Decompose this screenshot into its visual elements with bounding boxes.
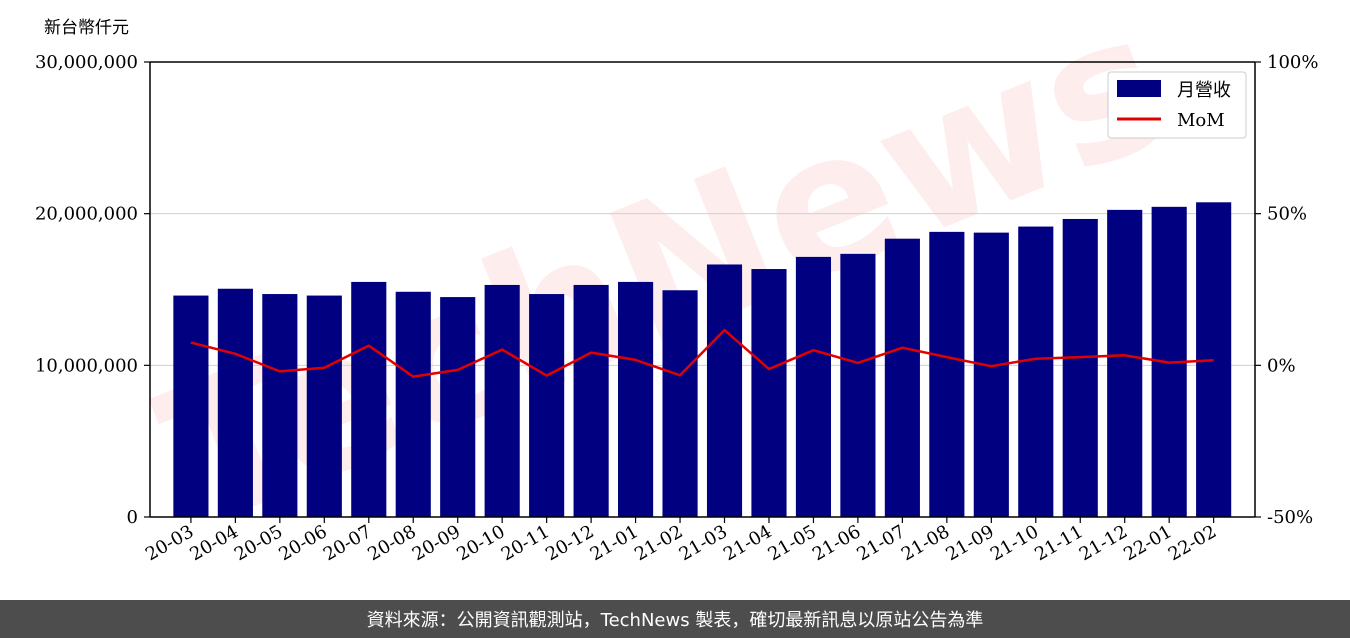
legend-bar-swatch bbox=[1117, 80, 1161, 97]
bar bbox=[973, 232, 1009, 517]
x-tick-label: 21-03 bbox=[676, 521, 731, 565]
x-tick-label: 21-09 bbox=[942, 521, 997, 565]
bar bbox=[618, 281, 654, 517]
y-right-tick-label: 50% bbox=[1267, 204, 1307, 225]
legend-label-mom: MoM bbox=[1177, 110, 1225, 131]
x-tick-label: 20-03 bbox=[142, 521, 197, 565]
x-tick-label: 21-02 bbox=[631, 521, 686, 565]
y-left-tick-label: 10,000,000 bbox=[35, 355, 138, 376]
x-tick-label: 21-08 bbox=[898, 521, 953, 565]
bar bbox=[1062, 218, 1098, 517]
revenue-chart: TechNews 010,000,00020,000,00030,000,000… bbox=[35, 0, 1319, 570]
bar bbox=[884, 238, 920, 518]
bar bbox=[1107, 209, 1143, 517]
bar bbox=[484, 284, 520, 517]
x-tick-label: 20-09 bbox=[409, 521, 464, 565]
x-tick-label: 21-01 bbox=[587, 521, 642, 565]
y-left-tick-label: 0 bbox=[127, 507, 138, 528]
bar bbox=[751, 269, 787, 517]
x-tick-label: 22-01 bbox=[1120, 521, 1175, 565]
bar bbox=[929, 231, 965, 517]
bar bbox=[573, 284, 609, 517]
y-right-tick-label: 100% bbox=[1267, 52, 1318, 73]
legend: 月營收 MoM bbox=[1107, 71, 1247, 139]
y-left-tick-label: 30,000,000 bbox=[35, 52, 138, 73]
bar bbox=[351, 281, 387, 517]
bar bbox=[795, 256, 832, 517]
x-tick-label: 21-10 bbox=[987, 521, 1042, 565]
x-tick-label: 21-05 bbox=[765, 521, 820, 565]
source-footer: 資料來源：公開資訊觀測站，TechNews 製表，確切最新訊息以原站公告為準 bbox=[0, 600, 1350, 638]
bar bbox=[262, 294, 298, 517]
mom-line bbox=[190, 328, 1214, 378]
bar bbox=[217, 288, 253, 517]
x-tick-label: 21-11 bbox=[1031, 521, 1086, 565]
bar bbox=[173, 295, 209, 517]
legend-label-revenue: 月營收 bbox=[1177, 80, 1231, 101]
bar bbox=[1018, 226, 1054, 517]
y-left-tick-label: 20,000,000 bbox=[35, 204, 138, 225]
source-text: 資料來源：公開資訊觀測站，TechNews 製表，確切最新訊息以原站公告為準 bbox=[366, 610, 984, 631]
bar bbox=[662, 290, 698, 517]
y-right-tick-label: 0% bbox=[1267, 355, 1296, 376]
x-tick-label: 21-07 bbox=[853, 521, 908, 565]
bar bbox=[706, 264, 743, 517]
y-axis-unit-label: 新台幣仟元 bbox=[44, 18, 129, 38]
bar bbox=[840, 253, 876, 517]
x-tick-label: 21-04 bbox=[720, 521, 775, 565]
x-tick-label: 20-07 bbox=[320, 521, 375, 565]
x-tick-label: 21-06 bbox=[809, 521, 864, 565]
x-tick-label: 20-12 bbox=[542, 521, 597, 565]
bar bbox=[306, 295, 342, 517]
x-tick-label: 20-08 bbox=[364, 521, 419, 565]
bar bbox=[529, 294, 565, 517]
bar bbox=[440, 297, 476, 517]
x-tick-label: 20-10 bbox=[453, 521, 508, 565]
y-right-tick-label: -50% bbox=[1267, 507, 1313, 528]
bar bbox=[395, 291, 431, 517]
x-tick-label: 22-02 bbox=[1165, 521, 1220, 565]
line-series bbox=[190, 328, 1214, 378]
x-tick-label: 21-12 bbox=[1076, 521, 1131, 565]
x-tick-label: 20-11 bbox=[498, 521, 553, 565]
